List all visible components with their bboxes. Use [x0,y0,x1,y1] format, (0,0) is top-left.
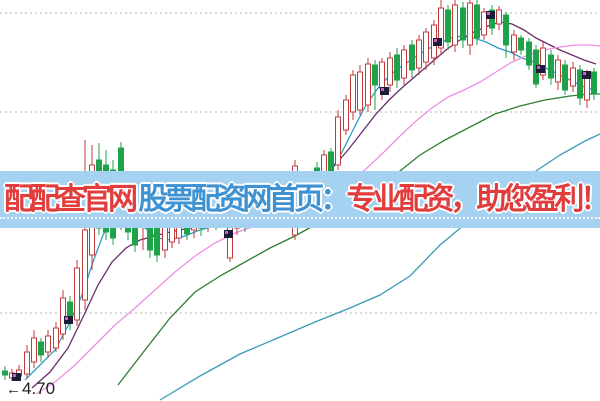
candle-body [82,229,88,301]
candle-body [518,37,524,51]
candle-body [445,9,451,43]
candle-body [540,47,546,76]
candle-body [394,54,400,81]
candle-body [343,99,349,131]
signal-marker-icon [12,373,21,381]
signal-marker-icon [582,71,591,79]
signal-marker-dot [583,72,586,75]
signal-marker-dot [487,12,490,15]
promo-text-homepage: 股票配资网首页： [138,183,350,216]
signal-marker-dot [225,231,228,234]
signal-marker-dot [381,88,384,91]
signal-marker-icon [536,65,545,73]
candle-body [591,71,597,95]
candle-body [357,71,363,111]
ma-slowest-teal-line [159,133,600,401]
candle-body [570,67,576,87]
signal-marker-dot [434,39,437,42]
candle-body [2,370,8,376]
candle-body [154,227,160,256]
candle-body [511,34,517,53]
candle-body [365,63,371,106]
signal-marker-dot [13,374,16,377]
signal-marker-icon [380,87,389,95]
signal-marker-icon [224,230,233,238]
candle-body [401,49,407,79]
candle-body [503,14,509,46]
candle-body [452,4,458,46]
candle-body [372,64,378,86]
gridline-through-banner [0,217,600,219]
ma-slow-green-line [117,93,600,386]
candle-body [526,41,532,66]
candle-body [474,4,480,39]
candle-body [31,337,37,363]
candle-body [24,351,30,375]
price-low-label: ← 4.70 [6,379,55,399]
candle-body [562,64,568,91]
candle-body [467,2,473,46]
candle-body [379,61,385,89]
candle-body [548,54,554,79]
price-low-value: 4.70 [22,379,56,398]
candle-body [438,7,444,49]
candle-body [74,267,80,321]
candle-body [45,335,51,353]
promo-text: 配配查官网 股票配资网首页：专业配资，助您盈利！ [4,171,600,228]
candle-body [335,116,341,166]
candle-body [555,59,561,83]
candle-body [38,341,44,356]
signal-marker-dot [537,66,540,69]
candle-body [53,327,59,349]
signal-marker-dot [65,317,68,320]
candle-body [584,75,590,101]
left-arrow-icon: ← [6,380,21,398]
signal-marker-icon [433,38,442,46]
promo-text-site-name: 配配查官网 [4,183,139,216]
candle-body [496,9,502,25]
signal-marker-icon [486,11,495,19]
candle-body [481,11,487,36]
candle-body [416,39,422,69]
promo-banner: 配配查官网 股票配资网首页：专业配资，助您盈利！ [0,171,600,228]
candle-body [577,69,583,99]
signal-marker-icon [64,316,73,324]
candle-body [423,31,429,63]
candle-body [460,7,466,41]
candle-body [387,57,393,86]
candle-body [409,44,415,71]
candle-body [350,74,356,113]
promo-text-slogan: 专业配资，助您盈利！ [346,183,600,216]
